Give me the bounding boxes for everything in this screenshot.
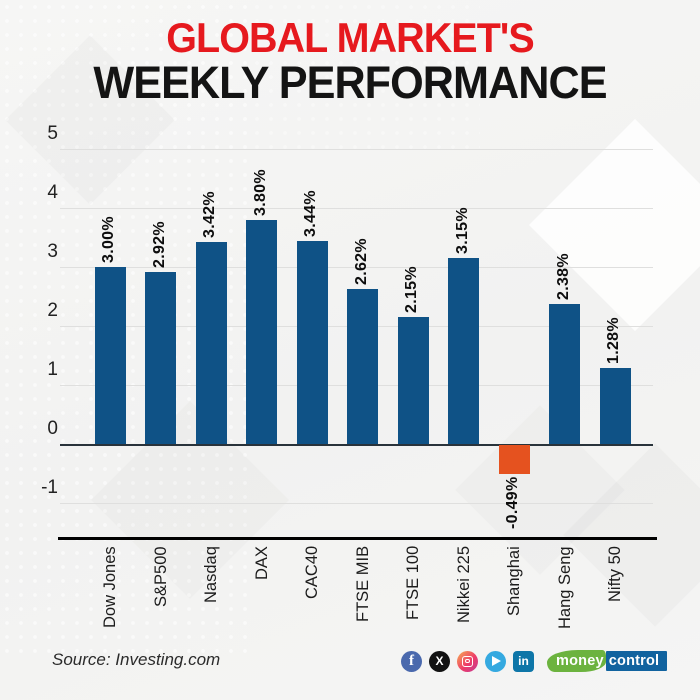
bar-hang-seng [549,303,580,444]
y-tick-label: 2 [47,300,58,321]
x-tick-label: Nifty 50 [606,546,624,602]
y-tick-label: -1 [41,477,58,498]
bar-value-label: 2.92% [150,220,168,268]
bar-shanghai [498,445,530,474]
x-tick-label: FTSE MIB [353,546,372,623]
x-tick-label: Nikkei 225 [454,546,473,624]
gridline [60,503,653,504]
camera-glyph [462,655,473,667]
x-tick-label: Hang Seng [555,546,574,629]
bar-nasdaq [195,242,227,444]
y-tick-label: 3 [47,241,58,262]
y-tick-label: 5 [47,123,58,144]
bar-value-label: 3.42% [201,191,218,239]
moneycontrol-logo-control: control [605,651,668,671]
gridline [60,149,653,150]
bar-nifty-50 [599,368,631,444]
gridline [60,267,653,268]
bar-value-label: 3.15% [453,207,471,255]
bar-value-label: 3.44% [302,190,319,238]
bar-value-label: 2.15% [403,266,420,314]
bar-value-label: 1.28% [605,317,622,365]
source-credit: Source: Investing.com [52,650,221,669]
moneycontrol-logo-money: money [547,650,606,672]
footer-social-row: f X in money control [401,650,668,672]
title-line-2: WEEKLY PERFORMANCE [93,56,607,108]
x-icon: X [429,650,450,672]
bar-dax [246,219,277,444]
x-axis-line [58,537,657,540]
y-tick-label: 1 [47,359,58,380]
bar-value-label: 2.38% [554,252,572,300]
bar-dow-jones [94,267,126,444]
paper-plane-glyph [492,656,501,666]
title-line-1: GLOBAL MARKET'S [166,14,534,61]
bar-value-label: 2.62% [352,238,370,286]
instagram-icon [457,650,478,672]
telegram-icon [485,650,506,672]
bar-s-p500 [145,271,176,444]
bar-ftse-100 [397,317,429,444]
bar-value-label: 3.00% [100,216,117,263]
bg-diamond [563,443,700,627]
bar-value-label: 3.80% [251,168,269,216]
x-tick-label: S&P500 [151,546,170,607]
facebook-icon: f [401,650,422,672]
zero-line [60,444,653,446]
x-tick-label: DAX [252,546,271,580]
linkedin-icon: in [513,650,534,672]
bar-ftse-mib [347,289,378,444]
x-tick-label: Shanghai [505,546,523,616]
x-tick-label: FTSE 100 [404,546,422,621]
chart-title-block: GLOBAL MARKET'S WEEKLY PERFORMANCE [0,16,700,106]
bar-nikkei-225 [448,258,479,444]
gridline [60,208,653,209]
y-tick-label: 0 [47,418,58,439]
x-tick-label: Dow Jones [101,546,119,628]
y-tick-label: 4 [47,182,58,203]
x-tick-label: Nasdaq [202,546,220,603]
moneycontrol-logo: money control [547,650,668,672]
x-tick-label: CAC40 [303,546,321,600]
bar-cac40 [296,241,328,444]
